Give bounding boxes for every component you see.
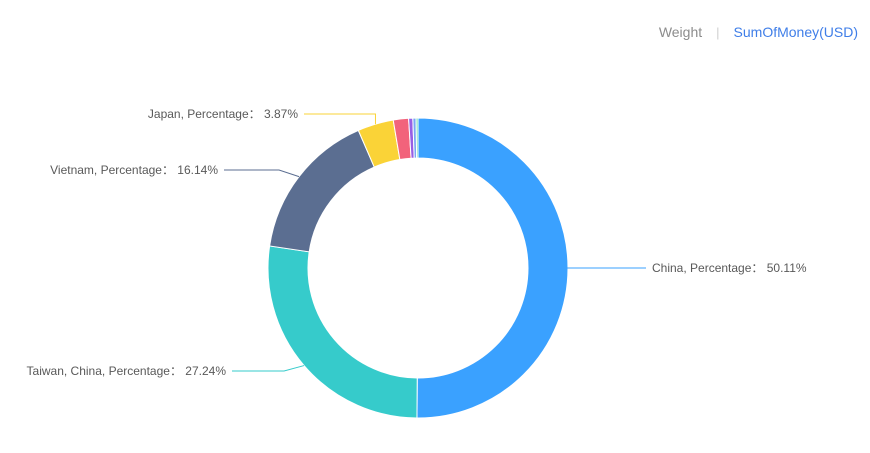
slice-label: China, Percentage： 50.11% xyxy=(652,261,807,275)
slice-label: Taiwan, China, Percentage： 27.24% xyxy=(27,364,227,378)
metric-tabs: Weight | SumOfMoney(USD) xyxy=(659,24,858,40)
label-leader-line xyxy=(567,267,646,269)
donut-slice-7[interactable] xyxy=(415,117,419,159)
donut-slice-china[interactable] xyxy=(416,117,569,419)
slice-label: Japan, Percentage： 3.87% xyxy=(148,107,298,121)
donut-slice-taiwan-china[interactable] xyxy=(267,245,418,419)
donut-slice-vietnam[interactable] xyxy=(269,129,375,253)
label-leader-line xyxy=(304,113,376,125)
label-leader-line xyxy=(224,169,300,178)
tab-weight[interactable]: Weight xyxy=(658,24,703,40)
slice-label: Vietnam, Percentage： 16.14% xyxy=(50,163,218,177)
tab-sum-of-money[interactable]: SumOfMoney(USD) xyxy=(733,24,858,40)
tab-divider: | xyxy=(716,24,720,40)
label-leader-line xyxy=(232,365,305,372)
